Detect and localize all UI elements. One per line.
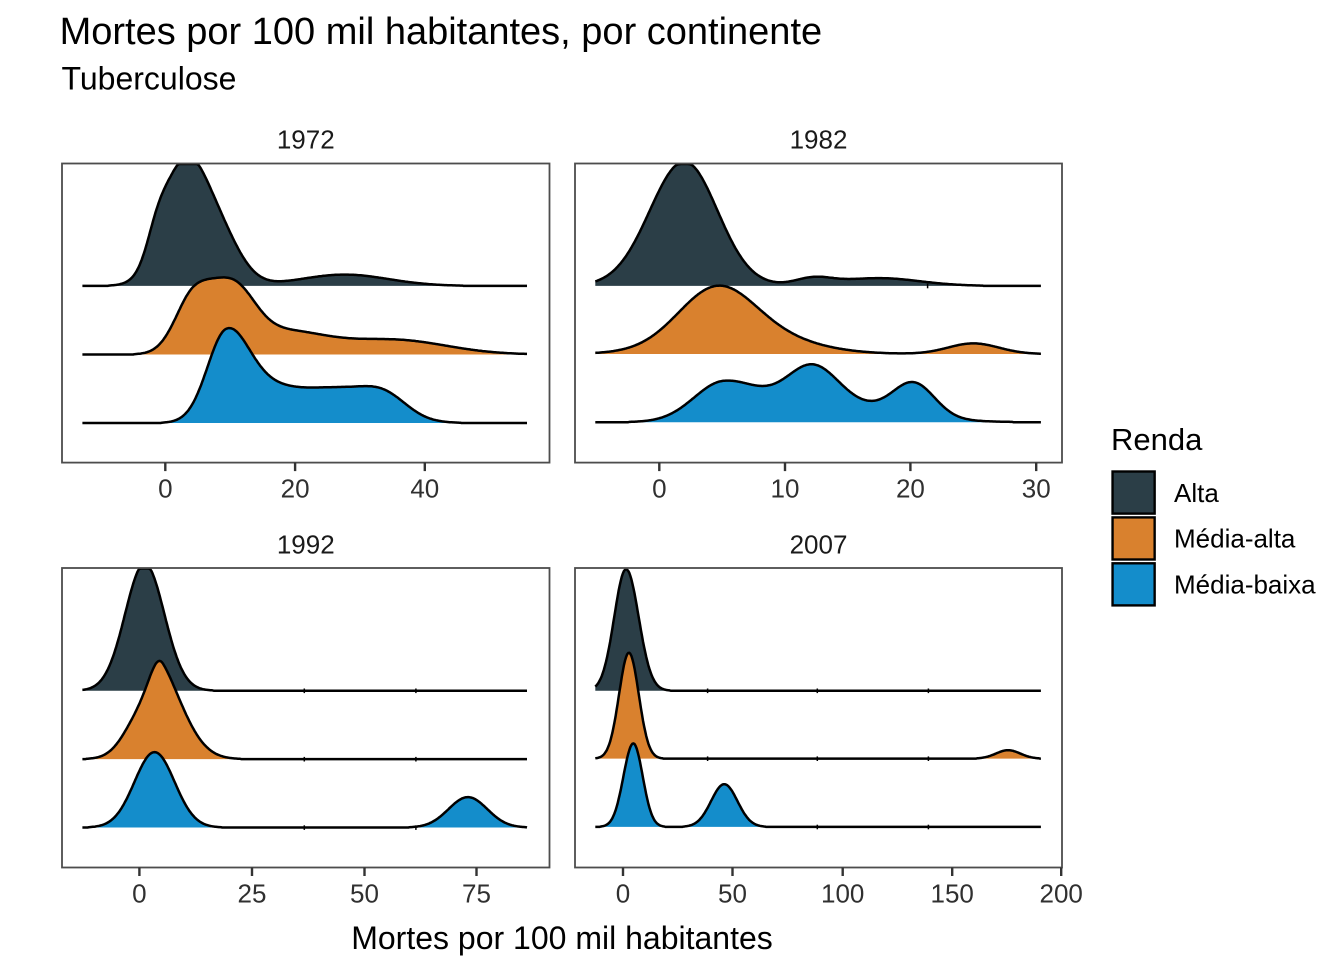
svg-text:0: 0 (132, 879, 146, 909)
svg-text:150: 150 (931, 879, 974, 909)
svg-text:20: 20 (896, 474, 925, 504)
svg-text:200: 200 (1040, 879, 1083, 909)
svg-text:1972: 1972 (277, 125, 335, 155)
svg-text:Renda: Renda (1111, 422, 1203, 457)
svg-text:Média-baixa: Média-baixa (1174, 570, 1316, 600)
svg-text:Média-alta: Média-alta (1174, 524, 1296, 554)
svg-text:0: 0 (616, 879, 630, 909)
svg-text:50: 50 (350, 879, 379, 909)
svg-text:30: 30 (1022, 474, 1051, 504)
svg-text:Mortes por 100 mil habitantes: Mortes por 100 mil habitantes (351, 920, 773, 956)
svg-text:1992: 1992 (277, 530, 335, 560)
svg-text:0: 0 (158, 474, 172, 504)
svg-text:50: 50 (718, 879, 747, 909)
svg-text:1982: 1982 (790, 125, 848, 155)
svg-text:25: 25 (238, 879, 267, 909)
svg-text:10: 10 (771, 474, 800, 504)
svg-text:20: 20 (281, 474, 310, 504)
svg-text:2007: 2007 (790, 530, 848, 560)
svg-text:40: 40 (410, 474, 439, 504)
svg-text:Mortes por 100 mil habitantes,: Mortes por 100 mil habitantes, por conti… (60, 11, 823, 53)
svg-text:0: 0 (652, 474, 666, 504)
svg-text:Tuberculose: Tuberculose (62, 61, 237, 97)
svg-text:75: 75 (462, 879, 491, 909)
svg-text:100: 100 (821, 879, 864, 909)
svg-text:Alta: Alta (1174, 478, 1219, 508)
